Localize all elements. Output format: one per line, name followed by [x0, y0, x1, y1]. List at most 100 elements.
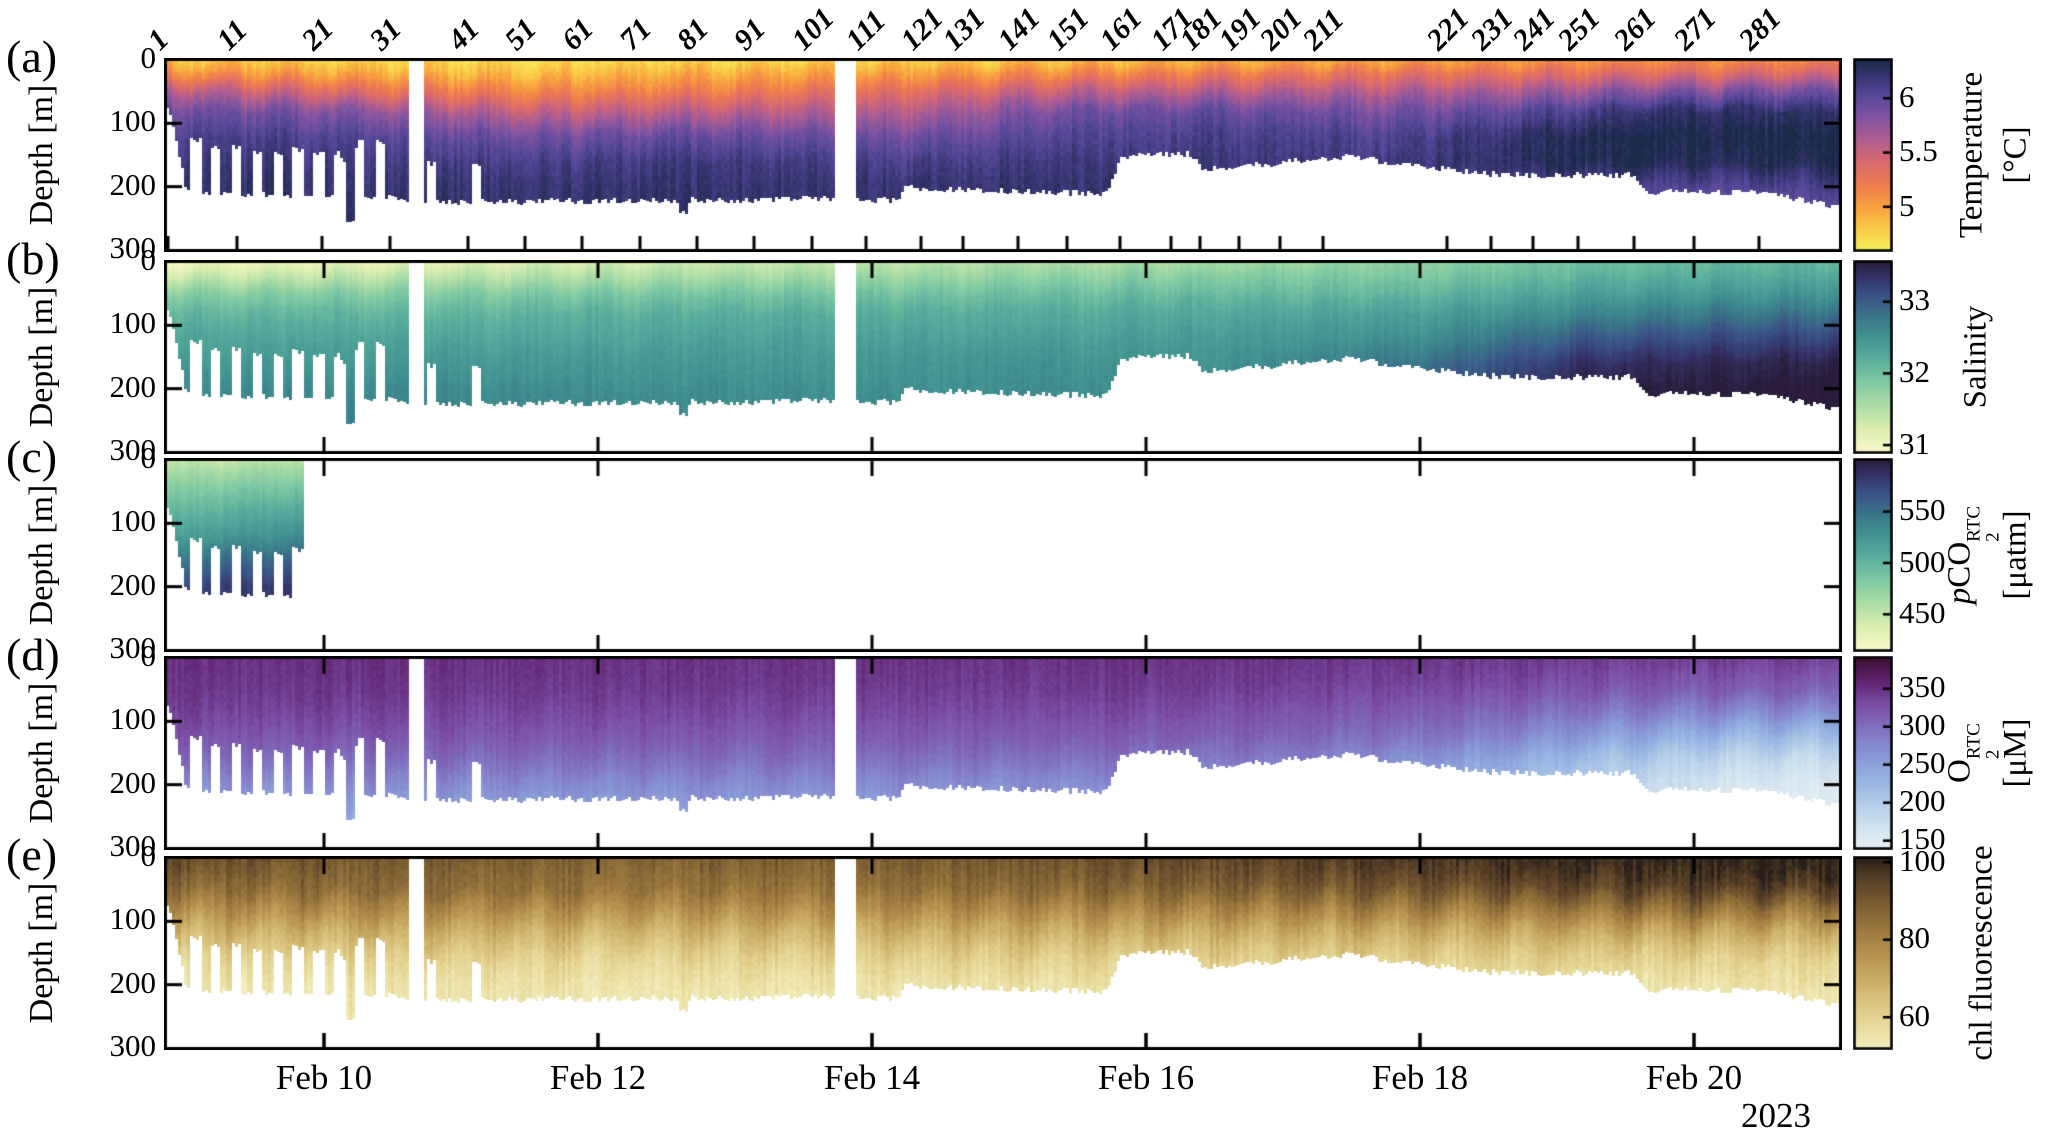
section-canvas-e	[164, 856, 1842, 1050]
date-label-feb-12: Feb 12	[549, 1058, 647, 1097]
panel-letter-a: (a)	[6, 31, 58, 82]
depth-tick-label-a-0: 0	[140, 40, 157, 75]
date-label-feb-10: Feb 10	[275, 1058, 373, 1097]
profile-label-281: 281	[1732, 1, 1788, 57]
colorbar-title-a-line2: [°C]	[1998, 126, 2035, 183]
depth-tick-label-e-0: 0	[140, 838, 157, 873]
colorbar-d	[1853, 656, 1893, 850]
depth-tick-label-c-0: 0	[140, 440, 157, 475]
colorbar-tick-label-d-300: 300	[1899, 707, 1946, 743]
colorbar-tick-label-b-31: 31	[1899, 425, 1930, 461]
title-text: O	[1941, 759, 1978, 783]
colorbar-tick-label-c-450: 450	[1899, 595, 1946, 631]
title-text: [μM]	[1997, 718, 2034, 788]
colorbar-tick-label-c-500: 500	[1899, 543, 1946, 579]
year-label: 2023	[1741, 1096, 1811, 1135]
title-text: [μatm]	[1997, 510, 2034, 600]
colorbar-tick-label-a-6: 6	[1899, 79, 1915, 114]
title-text: p	[1941, 587, 1978, 605]
profile-label-141: 141	[991, 1, 1047, 57]
depth-tick-label-e-300: 300	[109, 1028, 157, 1063]
date-label-feb-18: Feb 18	[1371, 1058, 1469, 1097]
colorbar-tick-label-c-550: 550	[1899, 492, 1946, 528]
depth-tick-label-b-200: 200	[109, 368, 157, 404]
colorbar-title-d-line1: O RTC 2	[1941, 723, 2004, 783]
colorbar-tick-label-e-60: 60	[1899, 997, 1930, 1033]
title-text: Salinity	[1957, 305, 1994, 409]
profile-label-161: 161	[1093, 1, 1149, 57]
depth-tick-label-c-100: 100	[109, 503, 157, 539]
colorbar-tick-label-d-200: 200	[1899, 783, 1946, 819]
depth-axis-label-a: Depth [m]	[23, 84, 60, 226]
depth-tick-label-c-200: 200	[109, 566, 157, 602]
profile-label-101: 101	[785, 1, 841, 57]
colorbar-b	[1853, 260, 1893, 454]
profile-label-251: 251	[1551, 1, 1607, 57]
profile-label-111: 111	[839, 3, 893, 57]
colorbar-tick-label-e-100: 100	[1899, 842, 1946, 878]
profile-label-51: 51	[498, 12, 543, 57]
date-label-feb-16: Feb 16	[1097, 1058, 1195, 1097]
colorbar-tick-label-e-80: 80	[1899, 920, 1930, 956]
profile-label-261: 261	[1607, 1, 1663, 57]
depth-tick-label-d-0: 0	[140, 638, 157, 673]
profile-label-91: 91	[727, 12, 772, 57]
depth-tick-label-d-100: 100	[109, 701, 157, 737]
profile-label-241: 241	[1506, 1, 1562, 57]
title-text: chl fluorescence	[1963, 845, 2000, 1061]
date-label-feb-14: Feb 14	[823, 1058, 921, 1097]
depth-axis-label-d: Depth [m]	[23, 682, 60, 824]
colorbar-title-b-line1: Salinity	[1958, 306, 1995, 409]
profile-label-41: 41	[441, 12, 486, 57]
panel-letter-d: (d)	[6, 629, 60, 680]
depth-tick-label-a-200: 200	[109, 166, 157, 202]
colorbar-tick-label-d-250: 250	[1899, 745, 1946, 781]
panel-letter-b: (b)	[6, 233, 60, 284]
profile-label-81: 81	[670, 12, 715, 57]
depth-axis-label-b: Depth [m]	[23, 286, 60, 428]
depth-tick-label-b-300: 300	[109, 432, 157, 467]
panel-letter-c: (c)	[6, 431, 58, 482]
depth-axis-label-c: Depth [m]	[23, 484, 60, 626]
colorbar-tick-label-b-32: 32	[1899, 354, 1930, 390]
date-label-feb-20: Feb 20	[1645, 1058, 1743, 1097]
title-text: CO	[1941, 541, 1978, 588]
profile-label-211: 211	[1296, 2, 1351, 57]
section-canvas-a	[164, 58, 1842, 252]
colorbar-title-c-line2: [μatm]	[1998, 510, 2035, 599]
colorbar-tick-label-a-5.5: 5.5	[1899, 133, 1938, 169]
profile-label-271: 271	[1667, 1, 1723, 57]
colorbar-c	[1853, 458, 1893, 652]
colorbar-title-d-line2: [μM]	[1998, 718, 2035, 787]
depth-tick-label-b-100: 100	[109, 305, 157, 341]
colorbar-a	[1853, 58, 1893, 252]
colorbar-title-e-line1: chl fluorescence	[1964, 845, 2001, 1060]
colorbar-tick-label-d-350: 350	[1899, 669, 1946, 705]
depth-tick-label-e-100: 100	[109, 901, 157, 937]
profile-label-61: 61	[555, 12, 600, 57]
section-canvas-b	[164, 260, 1842, 454]
profile-label-151: 151	[1040, 1, 1096, 57]
depth-tick-label-e-200: 200	[109, 964, 157, 1000]
colorbar-tick-label-b-33: 33	[1899, 282, 1930, 318]
depth-tick-label-c-300: 300	[109, 630, 157, 665]
colorbar-e	[1853, 856, 1893, 1050]
profile-label-31: 31	[363, 12, 408, 57]
depth-tick-label-a-300: 300	[109, 230, 157, 265]
panel-letter-e: (e)	[6, 829, 58, 880]
profile-label-11: 11	[210, 13, 254, 57]
colorbar-title-a-line1: Temperature	[1954, 72, 1991, 238]
profile-label-71: 71	[613, 12, 658, 57]
title-text: [°C]	[1997, 126, 2034, 184]
colorbar-tick-label-d-150: 150	[1899, 821, 1946, 857]
depth-axis-label-e: Depth [m]	[23, 882, 60, 1024]
title-text: Temperature	[1953, 71, 1990, 239]
depth-tick-label-d-200: 200	[109, 764, 157, 800]
depth-tick-label-a-100: 100	[109, 103, 157, 139]
depth-tick-label-d-300: 300	[109, 828, 157, 863]
profile-label-21: 21	[295, 12, 340, 57]
section-canvas-d	[164, 656, 1842, 850]
colorbar-tick-label-a-5: 5	[1899, 187, 1915, 223]
depth-tick-label-b-0: 0	[140, 242, 157, 277]
